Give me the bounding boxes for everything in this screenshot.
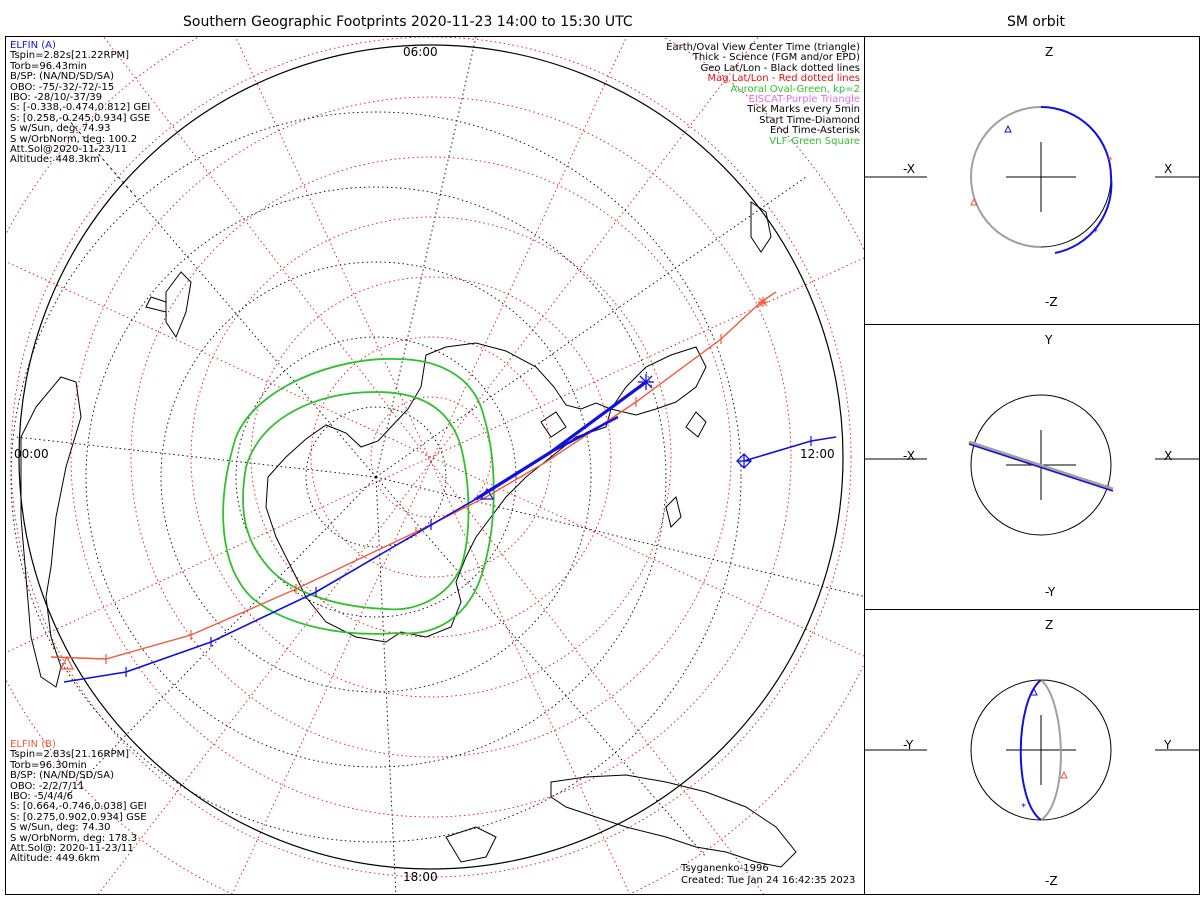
legend-item: Geo Lat/Lon - Black dotted lines [700,62,860,74]
created-stamp: Created: Tue Jan 24 16:42:35 2023 [681,875,856,886]
time-label-right: 12:00 [800,447,835,461]
elfin-a-info: ELFIN (A) Tspin=2.82s[21.22RPM] Torb=96.… [10,40,151,166]
model-credit: Tsyganenko-1996 [681,863,769,874]
svg-text:*: * [1093,227,1098,238]
elfin-b-line: S: [0.275,0.902,0.934] GSE [10,811,147,823]
elfin-a-line: IBO: -28/10/-37/39 [10,91,103,103]
sm-orbit-panel-yz: * Z -Z -Y Y [864,609,1200,895]
orbit-xy-bottom: -Y [1045,585,1056,599]
sm-orbit-yz-plot: * [865,679,1199,821]
coastlines [20,201,797,868]
legend-item: VLF-Green Square [769,135,860,147]
elfin-a-line: Altitude: 448.3km [10,154,100,166]
footprint-map [6,37,864,894]
sm-orbit-title: SM orbit [1007,14,1066,30]
mag-grid [6,37,864,894]
orbit-xy-top: Y [1045,333,1053,347]
elfin-b-line: S w/OrbNorm, deg: 178.3 [10,832,138,844]
elfin-b-line: Tspin=2.83s[21.16RPM] [10,749,130,761]
time-label-bottom: 18:00 [403,870,438,884]
elfin-a-name: ELFIN (A) [10,40,56,51]
elfin-a-line: S w/OrbNorm, deg: 100.2 [10,133,138,145]
legend-item: Thick - Science (FGM and/or EPD) [692,52,860,64]
time-label-left: 00:00 [14,447,49,461]
elfin-a-line: S: [-0.338,-0.474,0.812] GEI [10,102,151,114]
elfin-b-view-triangle [60,655,74,670]
elfin-b-line: B/SP: (NA/ND/SD/SA) [10,770,114,782]
footprint-map-panel: 06:00 00:00 12:00 18:00 ELFIN (A) Tspin=… [5,36,865,895]
orbit-xz-right: X [1164,162,1173,176]
geo-grid [10,37,864,894]
elfin-b-ticks [105,334,722,664]
elfin-b-track [50,291,777,660]
sm-orbit-xy-plot: * [865,394,1199,536]
elfin-a-start-diamond [736,453,752,469]
orbit-xy-left: -X [903,449,915,463]
elfin-a-end-asterisk [638,374,654,390]
elfin-a-track [63,380,837,683]
sm-orbit-panel-xz: * * Z -Z -X X [864,36,1200,325]
elfin-b-line: IBO: -5/4/4/6 [10,790,74,802]
time-label-top: 06:00 [403,45,438,59]
auroral-oval [222,358,495,635]
elfin-a-ticks [125,436,812,677]
elfin-b-line: Altitude: 449.6km [10,853,100,865]
earth-limb [18,44,844,870]
svg-text:*: * [1021,802,1026,813]
elfin-a-line: S w/Sun, deg: 74.93 [10,123,111,135]
elfin-a-line: S: [0.258,-0.245,0.934] GSE [10,112,151,124]
elfin-a-view-triangle [479,487,495,500]
orbit-yz-bottom: -Z [1045,874,1058,888]
elfin-a-line: Torb=96.43min [10,60,87,72]
sm-orbit-xz-plot: * * [865,106,1199,254]
orbit-yz-right: Y [1164,738,1172,752]
elfin-b-line: S: [0.664,-0.746,0.038] GEI [10,801,147,813]
elfin-b-line: S w/Sun, deg: 74.30 [10,822,111,834]
orbit-yz-top: Z [1045,618,1054,632]
svg-text:*: * [1105,483,1110,494]
legend-item: Earth/Oval View Center Time (triangle) [666,42,860,53]
elfin-b-line: Torb=96.30min [10,759,87,771]
legend-item: Mag Lat/Lon - Red dotted lines [707,73,860,85]
legend-item: End Time-Asterisk [769,125,860,137]
legend-item: Auroral Oval-Green, kp=2 [730,83,860,95]
orbit-xz-bottom: -Z [1045,295,1058,309]
elfin-b-line: OBO: -2/2/7/11 [10,780,85,792]
orbit-xy-right: X [1164,449,1173,463]
elfin-b-line: Att.Sol@: 2020-11-23/11 [10,842,134,854]
orbit-xz-top: Z [1045,45,1054,59]
legend-item: EISCAT-Purple Triangle [748,93,861,105]
elfin-b-info: ELFIN (B) Tspin=2.83s[21.16RPM] Torb=96.… [10,739,147,865]
elfin-a-line: Att.Sol@2020-11-23/11 [10,143,128,155]
map-legend: Earth/Oval View Center Time (triangle) T… [666,42,861,147]
elfin-a-line: B/SP: (NA/ND/SD/SA) [10,71,114,83]
orbit-xz-left: -X [903,162,915,176]
legend-item: Start Time-Diamond [759,114,860,126]
main-title: Southern Geographic Footprints 2020-11-2… [183,14,633,30]
sm-orbit-panel-xy: * Y -Y -X X [864,324,1200,610]
legend-item: Tick Marks every 5min [747,104,860,116]
elfin-b-name: ELFIN (B) [10,739,56,750]
elfin-a-line: Tspin=2.82s[21.22RPM] [10,50,130,62]
svg-text:*: * [1108,156,1113,166]
elfin-b-end-asterisk [758,297,768,307]
orbit-yz-left: -Y [903,738,914,752]
elfin-a-line: OBO: -75/-32/-72/-15 [10,81,115,93]
